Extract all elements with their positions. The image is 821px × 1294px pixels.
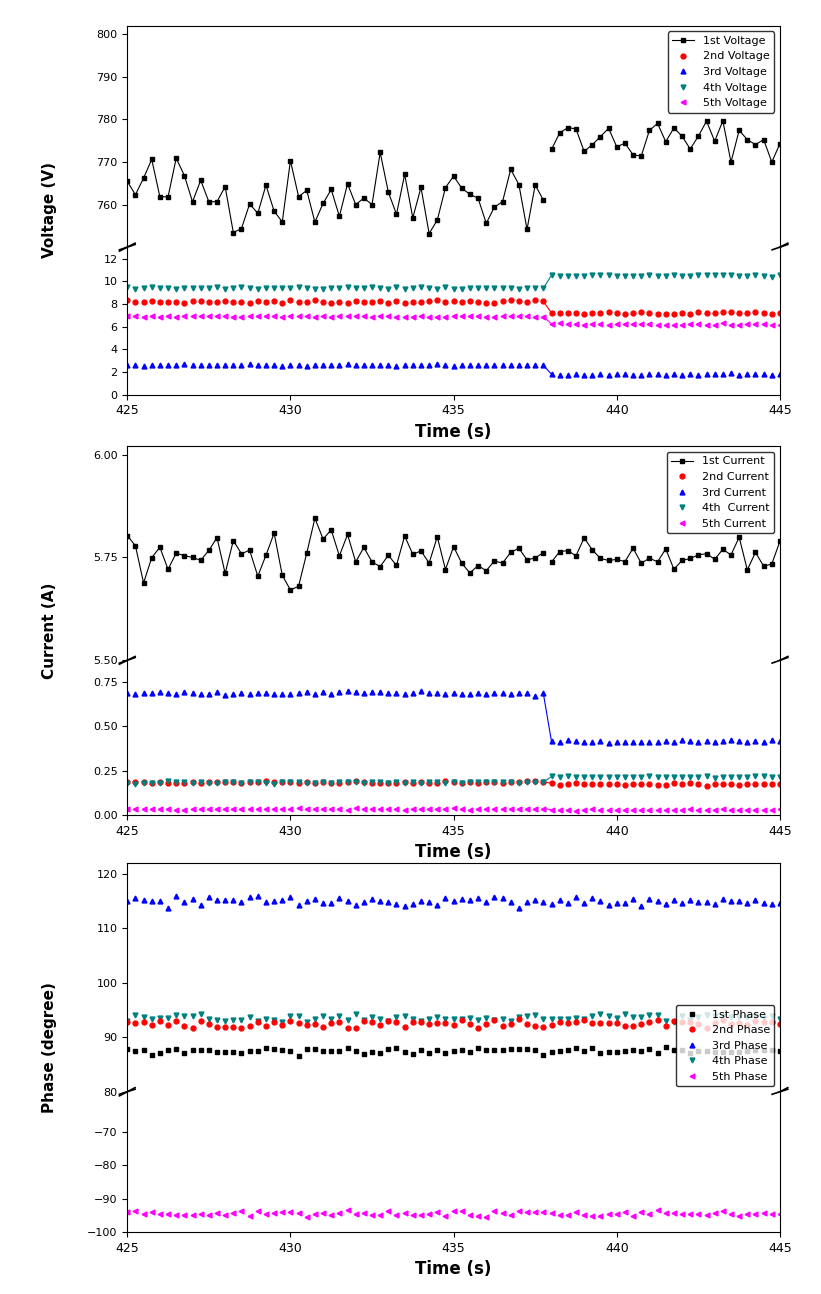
Text: Current (A): Current (A)	[42, 582, 57, 679]
Legend: 1st Phase, 2nd Phase, 3rd Phase, 4th Phase, 5th Phase: 1st Phase, 2nd Phase, 3rd Phase, 4th Pha…	[677, 1005, 774, 1086]
X-axis label: Time (s): Time (s)	[415, 423, 492, 441]
X-axis label: Time (s): Time (s)	[415, 1260, 492, 1278]
Text: Phase (degree): Phase (degree)	[42, 982, 57, 1113]
Legend: 1st Voltage, 2nd Voltage, 3rd Voltage, 4th Voltage, 5th Voltage: 1st Voltage, 2nd Voltage, 3rd Voltage, 4…	[667, 31, 774, 113]
Legend: 1st Current, 2nd Current, 3rd Current, 4th  Current, 5th Current: 1st Current, 2nd Current, 3rd Current, 4…	[667, 452, 774, 533]
Text: Voltage (V): Voltage (V)	[42, 162, 57, 259]
X-axis label: Time (s): Time (s)	[415, 844, 492, 862]
